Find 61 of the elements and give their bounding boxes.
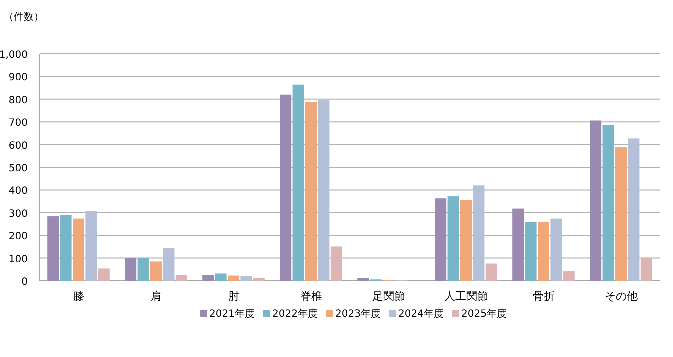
- bar: [150, 262, 162, 281]
- bar: [163, 248, 175, 281]
- bar: [473, 186, 485, 281]
- bar: [358, 278, 370, 281]
- bar: [202, 275, 214, 281]
- bar: [306, 102, 317, 281]
- bar: [48, 216, 60, 281]
- y-axis-title: （件数）: [4, 12, 44, 23]
- x-tick-label: 骨折: [532, 290, 555, 303]
- bar: [512, 208, 524, 281]
- x-tick-label: 膝: [73, 290, 84, 303]
- y-tick-label: 700: [8, 118, 28, 130]
- x-tick-label: その他: [604, 290, 638, 303]
- bar: [538, 222, 550, 281]
- x-tick-label: 足関節: [372, 290, 406, 303]
- bar: [280, 94, 292, 281]
- bar: [448, 196, 460, 281]
- bar: [240, 276, 252, 281]
- y-tick-label: 1,000: [0, 50, 28, 61]
- bar: [640, 258, 652, 281]
- bar: [318, 100, 330, 281]
- y-tick-label: 600: [8, 140, 28, 152]
- bar: [550, 218, 562, 281]
- bar: [176, 275, 188, 281]
- bar: [628, 138, 640, 281]
- y-tick-label: 400: [8, 186, 28, 198]
- bar: [73, 218, 84, 281]
- y-tick-label: 300: [8, 208, 28, 220]
- bar: [98, 268, 110, 281]
- bar: [60, 215, 72, 281]
- bar: [228, 276, 240, 281]
- x-tick-label: 脊椎: [300, 290, 322, 303]
- y-tick-label: 0: [22, 277, 28, 288]
- bar: [563, 271, 575, 281]
- x-tick-label: 人工関節: [444, 290, 488, 303]
- y-tick-label: 800: [8, 95, 28, 106]
- bar: [460, 200, 472, 281]
- y-tick-label: 900: [8, 72, 28, 84]
- bar: [138, 258, 150, 281]
- legend-label: 2022年度: [272, 308, 318, 320]
- bar: [253, 278, 265, 281]
- y-tick-label: 500: [8, 164, 28, 174]
- bar: [125, 258, 137, 281]
- legend-label: 2023年度: [336, 308, 381, 320]
- bar: [616, 147, 627, 281]
- bar: [292, 84, 304, 281]
- bar: [86, 212, 98, 281]
- legend-label: 2025年度: [462, 308, 507, 320]
- bar: [435, 198, 447, 281]
- bar: [330, 246, 342, 281]
- bar: [215, 274, 227, 281]
- legend-label: 2021年度: [210, 308, 255, 320]
- legend-label: 2024年度: [398, 308, 444, 320]
- bar: [486, 264, 498, 281]
- bar: [590, 120, 602, 281]
- x-tick-label: 肩: [150, 290, 162, 303]
- x-tick-label: 肘: [228, 290, 240, 303]
- bar: [525, 222, 537, 281]
- y-tick-label: 200: [8, 232, 28, 243]
- bar: [602, 125, 614, 281]
- y-tick-label: 100: [8, 254, 28, 266]
